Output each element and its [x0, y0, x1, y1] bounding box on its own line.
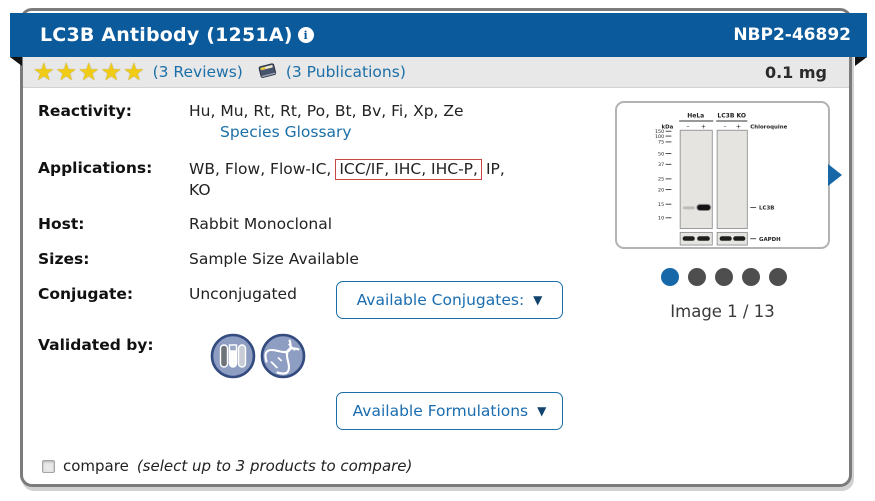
star-icon: ★ — [78, 58, 100, 86]
conjugate-label: Conjugate: — [38, 285, 134, 303]
svg-text:25: 25 — [658, 177, 664, 183]
reactivity-value: Hu, Mu, Rt, Rt, Po, Bt, Bv, Fi, Xp, Ze — [189, 102, 464, 120]
reviews-link[interactable]: (3 Reviews) — [152, 63, 243, 81]
host-label: Host: — [38, 215, 85, 233]
rating-bar: ★ ★ ★ ★ ★ (3 Reviews) (3 Publications) 0.1 m… — [23, 57, 849, 88]
carousel-dot-3[interactable] — [715, 268, 733, 286]
svg-text:LC3B: LC3B — [759, 206, 774, 212]
svg-text:150: 150 — [655, 129, 664, 135]
test-tubes-validation-icon[interactable] — [210, 333, 256, 379]
chevron-down-icon: ▼ — [533, 293, 543, 307]
carousel-dot-1[interactable] — [661, 268, 679, 286]
svg-text:kDa: kDa — [662, 124, 674, 130]
compare-note: (select up to 3 products to compare) — [136, 457, 413, 475]
svg-text:+: + — [736, 123, 741, 130]
available-formulations-button[interactable]: Available Formulations ▼ — [336, 392, 563, 430]
svg-text:10: 10 — [658, 216, 664, 222]
applications-highlight-box: ICC/IF, IHC, IHC-P, — [335, 159, 482, 180]
carousel-dot-5[interactable] — [769, 268, 787, 286]
product-size: 0.1 mg — [764, 62, 827, 82]
conjugate-value: Unconjugated — [189, 285, 297, 303]
star-icon: ★ — [100, 58, 123, 86]
svg-text:LC3B KO: LC3B KO — [717, 113, 746, 120]
star-icon: ★ — [55, 58, 78, 86]
star-icon: ★ — [33, 58, 55, 86]
product-image[interactable]: HeLa LC3B KO kDa – + – + Chloroquine — [615, 101, 830, 249]
svg-text:–: – — [686, 123, 689, 130]
applications-label: Applications: — [38, 159, 153, 177]
western-blot-figure: HeLa LC3B KO kDa – + – + Chloroquine — [655, 113, 788, 246]
applications-pre: WB, Flow, Flow-IC, — [189, 160, 332, 178]
svg-text:20: 20 — [658, 187, 664, 193]
carousel-caption: Image 1 / 13 — [670, 302, 775, 321]
carousel-next-arrow[interactable] — [828, 164, 842, 186]
star-icon: ★ — [123, 58, 145, 86]
available-conjugates-button[interactable]: Available Conjugates: ▼ — [336, 281, 563, 319]
svg-text:37: 37 — [658, 162, 664, 168]
available-formulations-label: Available Formulations — [352, 402, 529, 420]
svg-text:–: – — [723, 123, 726, 130]
svg-text:100: 100 — [655, 134, 664, 140]
reactivity-label: Reactivity: — [38, 102, 132, 120]
star-rating: ★ ★ ★ ★ ★ — [33, 60, 146, 84]
validated-by-label: Validated by: — [38, 336, 154, 354]
ribbon-fold-right — [855, 57, 867, 66]
publications-link[interactable]: (3 Publications) — [285, 63, 406, 81]
svg-text:Chloroquine: Chloroquine — [750, 124, 787, 130]
catalog-number: NBP2-46892 — [733, 25, 851, 45]
svg-text:15: 15 — [658, 202, 664, 208]
book-icon[interactable] — [258, 62, 279, 83]
svg-text:+: + — [701, 123, 706, 130]
ribbon-fold-left — [10, 57, 22, 66]
sizes-label: Sizes: — [38, 250, 90, 268]
compare-row: compare (select up to 3 products to comp… — [42, 457, 412, 475]
sizes-value: Sample Size Available — [189, 250, 359, 268]
carousel-dots — [661, 268, 787, 286]
available-conjugates-label: Available Conjugates: — [356, 291, 525, 309]
carousel-dot-4[interactable] — [742, 268, 760, 286]
compare-label[interactable]: compare — [63, 457, 129, 475]
svg-text:GAPDH: GAPDH — [759, 237, 781, 243]
title-bar: LC3B Antibody (1251A) i NBP2-46892 — [10, 13, 867, 57]
host-value: Rabbit Monoclonal — [189, 215, 333, 233]
product-card: ★ ★ ★ ★ ★ (3 Reviews) (3 Publications) 0.1 m… — [20, 8, 852, 487]
dna-validation-icon[interactable] — [260, 333, 306, 379]
species-glossary-link[interactable]: Species Glossary — [220, 123, 352, 141]
compare-checkbox[interactable] — [42, 459, 55, 473]
svg-text:75: 75 — [658, 140, 664, 146]
applications-post: IP, — [485, 160, 505, 178]
chevron-down-icon: ▼ — [537, 404, 547, 418]
applications-value: WB, Flow, Flow-IC, ICC/IF, IHC, IHC-P, IP, — [189, 159, 505, 180]
svg-text:50: 50 — [658, 151, 664, 157]
applications-line2: KO — [189, 181, 211, 199]
carousel-dot-2[interactable] — [688, 268, 706, 286]
info-icon[interactable]: i — [297, 27, 314, 43]
svg-text:HeLa: HeLa — [687, 113, 704, 120]
page-title: LC3B Antibody (1251A) — [40, 24, 293, 46]
